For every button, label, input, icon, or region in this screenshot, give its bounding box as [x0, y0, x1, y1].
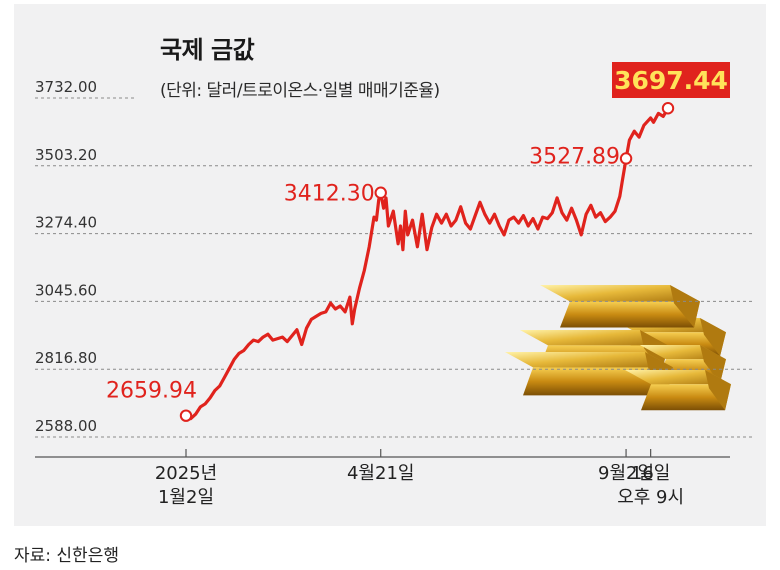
chart-title: 국제 금값	[160, 36, 255, 64]
gold-bar-top	[540, 285, 700, 302]
gold-bar-top	[520, 330, 668, 346]
y-tick-label: 3503.20	[35, 146, 97, 164]
x-tick-label: 2025년	[155, 463, 217, 484]
data-point-marker	[179, 409, 193, 422]
data-point-marker	[619, 152, 633, 165]
unit-note: (단위: 달러/트로이온스·일별 매매기준율)	[160, 81, 440, 101]
x-tick-label: 4월21일	[347, 463, 414, 484]
y-tick-label: 3274.40	[35, 214, 97, 232]
y-tick-label: 2588.00	[35, 417, 97, 435]
gold-bar-front	[641, 384, 731, 411]
data-point-marker	[374, 186, 387, 199]
data-label: 3412.30	[284, 182, 375, 207]
x-tick-label: 9월2일	[598, 463, 654, 484]
y-tick-label: 3732.00	[35, 78, 97, 96]
gold-bar-top	[625, 370, 731, 385]
gold-bar-end	[700, 345, 726, 384]
data-point-marker	[661, 102, 675, 115]
x-tick-label-line2: 오후 9시	[617, 487, 684, 508]
data-label: 2659.94	[106, 379, 197, 404]
data-label-latest: 3697.44	[614, 66, 728, 95]
gold-bar-end	[700, 318, 726, 357]
gold-price-line	[184, 106, 670, 421]
gold-bar-end	[705, 370, 731, 411]
gold-bar-end	[670, 285, 700, 328]
data-label: 3527.89	[529, 144, 620, 169]
gold-bar-top	[505, 352, 673, 368]
y-tick-label: 2816.80	[35, 349, 97, 367]
y-tick-label: 3045.60	[35, 281, 97, 299]
x-tick-label-line2: 1월2일	[158, 487, 214, 508]
x-tick-label: 16일	[631, 463, 670, 484]
gold-bars-illustration	[505, 285, 731, 411]
latest-value-badge	[612, 62, 730, 98]
gold-bar-front	[560, 301, 700, 328]
source-note: 자료: 신한은행	[14, 546, 119, 566]
